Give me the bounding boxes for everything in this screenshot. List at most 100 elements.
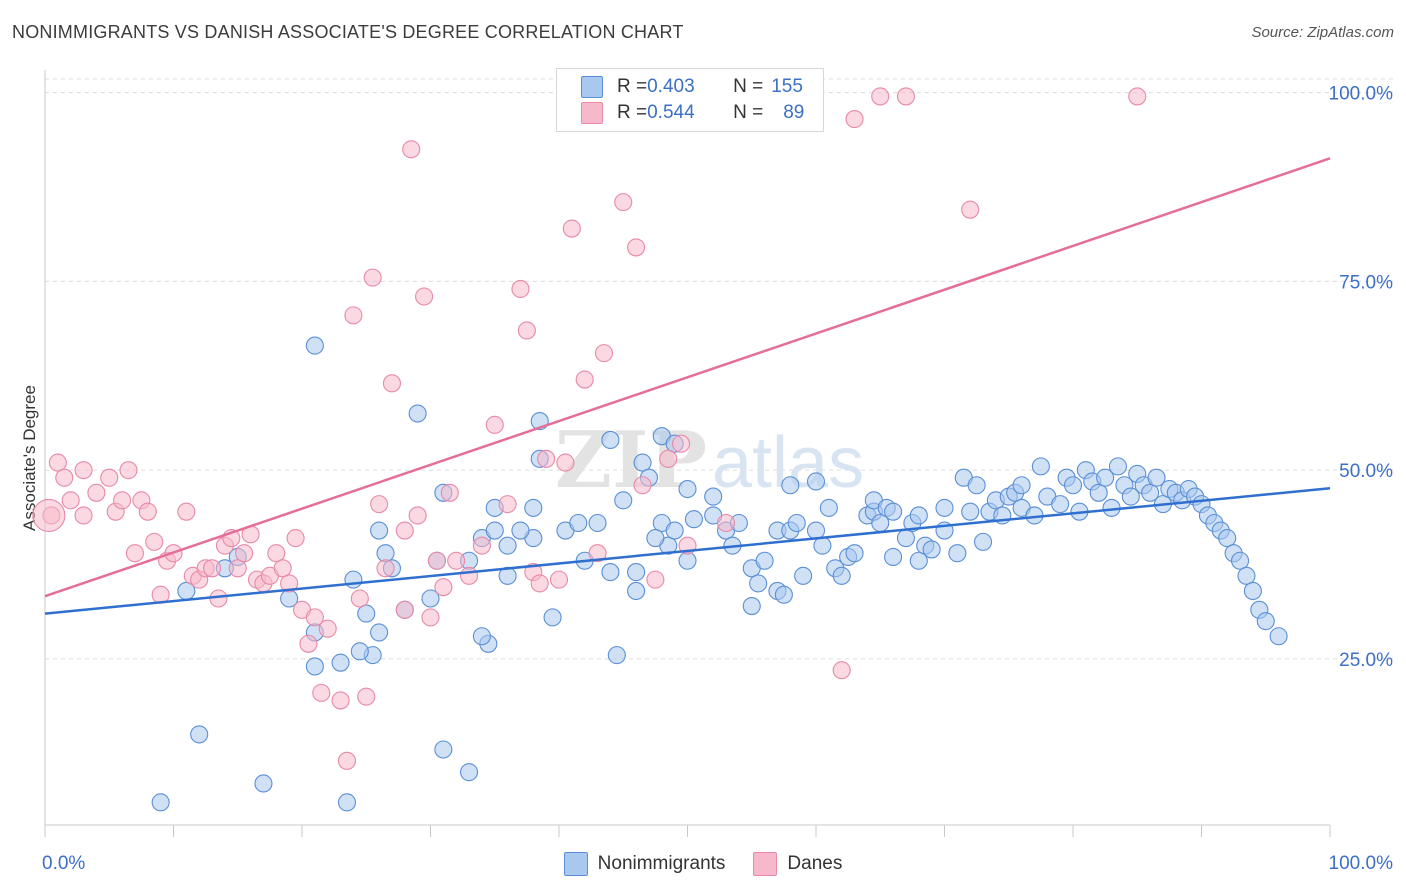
data-point-danes [511, 279, 530, 299]
data-point-nonimmigrants [376, 544, 395, 563]
data-point-danes [633, 476, 652, 495]
data-point-danes [267, 544, 286, 563]
data-point-danes [672, 434, 691, 453]
data-point-danes [517, 321, 536, 340]
data-point-danes [119, 461, 138, 480]
data-point-nonimmigrants [832, 566, 851, 585]
data-point-danes [549, 570, 569, 589]
legend-label-danes: Danes [787, 853, 843, 874]
data-point-danes [318, 619, 337, 638]
data-point-nonimmigrants [1108, 457, 1128, 476]
data-point-danes [32, 498, 66, 533]
data-point-danes [402, 140, 421, 159]
data-point-nonimmigrants [884, 502, 903, 521]
data-point-danes [498, 495, 517, 514]
data-point-nonimmigrants [819, 498, 838, 517]
data-point-danes [562, 219, 581, 238]
data-point-nonimmigrants [1237, 566, 1256, 585]
data-point-danes [659, 449, 678, 468]
data-point-danes [871, 87, 890, 106]
data-point-nonimmigrants [607, 646, 626, 665]
data-point-nonimmigrants [601, 563, 620, 582]
data-point-danes [74, 461, 93, 480]
correlation-legend: R = 0.403 N = 155 R = 0.544 N = 89 [556, 68, 824, 132]
data-point-nonimmigrants [1089, 483, 1108, 502]
data-point-nonimmigrants [331, 653, 350, 672]
data-point-danes [485, 415, 504, 434]
data-point-nonimmigrants [678, 551, 697, 570]
data-point-danes [370, 495, 389, 514]
y-tick-label: 75.0% [1339, 272, 1393, 293]
y-tick-label: 50.0% [1339, 461, 1393, 482]
data-point-danes [1128, 87, 1147, 106]
data-point-nonimmigrants [421, 589, 440, 608]
data-point-danes [344, 306, 363, 325]
x-tick-label: 0.0% [42, 853, 85, 874]
data-point-nonimmigrants [337, 793, 357, 812]
data-point-nonimmigrants [909, 551, 928, 570]
legend-r-label: R = [617, 102, 648, 123]
data-point-nonimmigrants [1231, 551, 1250, 570]
data-point-danes [627, 238, 646, 257]
data-point-nonimmigrants [472, 627, 491, 646]
data-point-danes [357, 687, 376, 706]
data-point-danes [845, 110, 864, 129]
data-point-nonimmigrants [704, 487, 723, 506]
data-point-nonimmigrants [190, 725, 209, 744]
data-point-nonimmigrants [151, 793, 170, 812]
data-point-danes [395, 521, 414, 540]
data-point-danes [350, 589, 369, 608]
trend-lines [44, 157, 1331, 615]
data-point-nonimmigrants [1063, 476, 1083, 495]
data-point-danes [305, 608, 324, 627]
legend-item-danes: Danes [753, 852, 842, 876]
data-point-danes [614, 193, 633, 212]
data-point-nonimmigrants [1218, 529, 1237, 548]
data-point-danes [415, 287, 434, 306]
data-point-nonimmigrants [806, 472, 826, 491]
data-point-danes [961, 200, 980, 219]
data-point-danes [138, 502, 157, 521]
series-legend: Nonimmigrants Danes [0, 852, 1406, 876]
data-point-danes [331, 691, 350, 710]
data-point-nonimmigrants [781, 476, 800, 495]
data-point-nonimmigrants [588, 513, 607, 533]
data-point-nonimmigrants [749, 574, 768, 593]
data-point-danes [421, 608, 440, 627]
legend-r-value: 0.403 [647, 76, 695, 97]
data-point-nonimmigrants [813, 536, 832, 555]
data-point-danes [716, 513, 736, 533]
data-point-nonimmigrants [543, 608, 562, 627]
data-point-nonimmigrants [370, 623, 389, 642]
legend-item-nonimmigrants: Nonimmigrants [563, 852, 725, 876]
data-point-danes [832, 661, 851, 680]
data-point-nonimmigrants [806, 521, 826, 540]
y-tick-label: 100.0% [1329, 84, 1394, 105]
data-point-danes [61, 491, 80, 510]
data-point-danes [646, 570, 665, 589]
x-tick-label: 100.0% [1329, 853, 1394, 874]
data-point-nonimmigrants [1256, 612, 1275, 631]
watermark: ZIP atlas [555, 415, 864, 506]
data-point-nonimmigrants [922, 540, 941, 559]
data-point-danes [87, 483, 106, 502]
grid-lines [45, 78, 1394, 660]
data-point-danes [588, 544, 607, 563]
data-point-nonimmigrants [1147, 468, 1166, 487]
data-point-nonimmigrants [1141, 483, 1160, 502]
data-point-nonimmigrants [601, 430, 620, 450]
legend-swatch-blue [563, 852, 588, 876]
data-point-nonimmigrants [627, 581, 646, 601]
data-point-danes [363, 268, 382, 287]
data-point-nonimmigrants [774, 585, 793, 604]
legend-r-value: 0.544 [647, 102, 695, 123]
chart-source: Source: ZipAtlas.com [1251, 24, 1394, 41]
data-point-danes [203, 559, 222, 578]
data-point-danes [48, 453, 67, 472]
data-point-nonimmigrants [614, 491, 633, 510]
data-point-nonimmigrants [524, 498, 543, 517]
legend-swatch-pink [581, 102, 603, 124]
data-point-nonimmigrants [684, 510, 703, 529]
data-point-danes [100, 468, 119, 487]
data-point-nonimmigrants [485, 521, 504, 540]
